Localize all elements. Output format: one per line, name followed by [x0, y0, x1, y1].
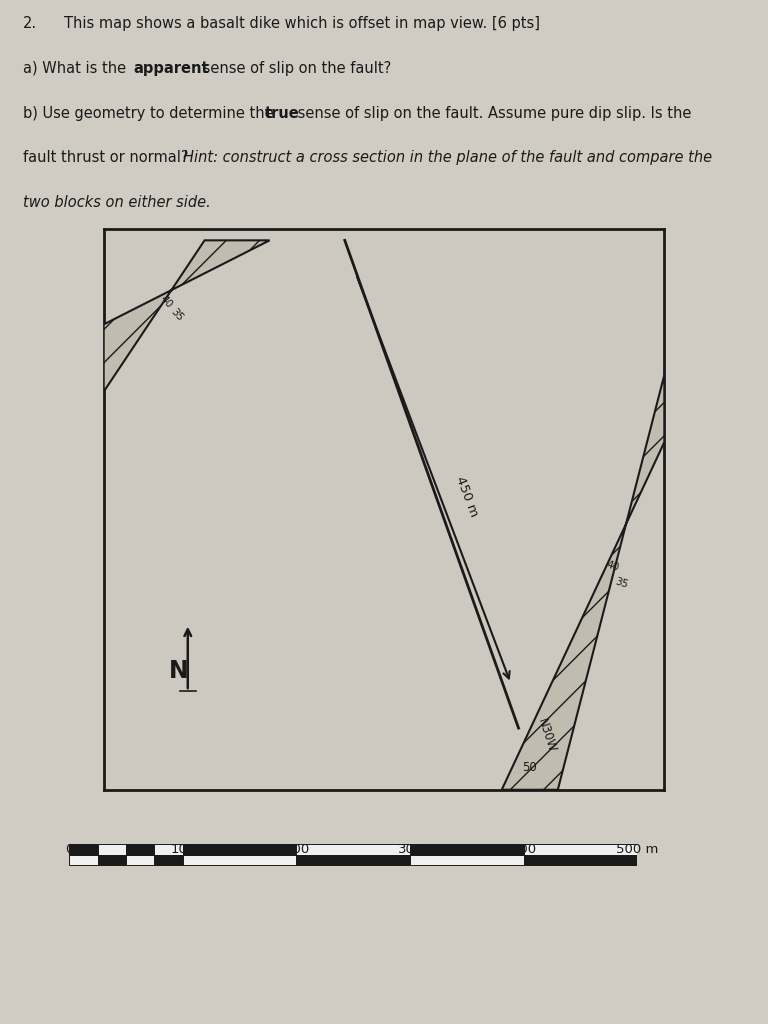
Text: apparent: apparent: [134, 60, 209, 76]
Text: 450 m: 450 m: [454, 474, 481, 518]
Text: N30W: N30W: [535, 717, 558, 755]
Text: b) Use geometry to determine the: b) Use geometry to determine the: [23, 105, 278, 121]
Text: 35: 35: [169, 306, 185, 323]
Bar: [154, 854, 183, 865]
Bar: [410, 854, 524, 865]
Polygon shape: [502, 375, 664, 790]
Bar: [296, 854, 410, 865]
Bar: [69, 844, 98, 854]
Text: This map shows a basalt dike which is offset in map view. [6 pts]: This map shows a basalt dike which is of…: [64, 16, 540, 31]
Text: 400: 400: [511, 844, 536, 856]
Text: 500 m: 500 m: [616, 844, 659, 856]
Bar: [126, 844, 154, 854]
Bar: [524, 854, 637, 865]
Bar: [524, 844, 637, 854]
Text: 200: 200: [284, 844, 309, 856]
Bar: [410, 844, 524, 854]
Text: N: N: [169, 658, 188, 683]
Text: 50: 50: [522, 761, 537, 774]
Bar: [154, 844, 183, 854]
Text: fault thrust or normal?: fault thrust or normal?: [23, 151, 194, 165]
Bar: [183, 844, 296, 854]
Bar: [98, 844, 126, 854]
Bar: [183, 854, 296, 865]
Text: 0: 0: [65, 844, 73, 856]
Text: 100: 100: [170, 844, 195, 856]
Text: sense of slip on the fault?: sense of slip on the fault?: [198, 60, 392, 76]
Text: true: true: [265, 105, 300, 121]
Text: two blocks on either side.: two blocks on either side.: [23, 195, 210, 210]
Text: 40: 40: [157, 293, 174, 309]
Text: 2.: 2.: [23, 16, 37, 31]
Bar: [69, 854, 98, 865]
Text: 35: 35: [614, 577, 630, 590]
Text: 40: 40: [605, 559, 621, 573]
Text: sense of slip on the fault. Assume pure dip slip. Is the: sense of slip on the fault. Assume pure …: [293, 105, 692, 121]
Bar: [98, 854, 126, 865]
Polygon shape: [104, 241, 270, 392]
Text: 300: 300: [398, 844, 422, 856]
Text: Hint: construct a cross section in the plane of the fault and compare the: Hint: construct a cross section in the p…: [184, 151, 713, 165]
Bar: [126, 854, 154, 865]
Text: a) What is the: a) What is the: [23, 60, 131, 76]
Bar: [296, 844, 410, 854]
